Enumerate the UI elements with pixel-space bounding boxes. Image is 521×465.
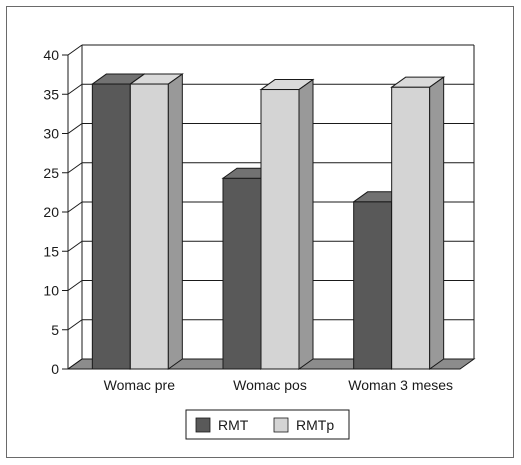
y-tick-label: 5 [51, 322, 59, 338]
y-tick-label: 35 [43, 86, 59, 102]
legend-label-rmt: RMT [218, 417, 249, 433]
bar-side-rmtp-2 [298, 78, 314, 370]
bar-side-rmtp-3 [429, 76, 445, 370]
legend-swatch-rmtp [273, 417, 289, 433]
bar-side-rmtp-1 [167, 73, 183, 370]
x-category-label: Woman 3 meses [348, 377, 453, 393]
y-tick-diagonal [67, 162, 83, 174]
bar-rmt-2 [222, 177, 262, 370]
bars [90, 73, 446, 370]
y-tick-diagonal [67, 280, 83, 291]
x-category-label: Womac pre [104, 377, 176, 393]
legend-label-rmtp: RMTp [296, 417, 334, 433]
legend-swatch-rmt [195, 417, 211, 433]
legend-box [185, 409, 350, 440]
bar-rmt-1 [91, 83, 131, 370]
y-tick-diagonal [67, 44, 83, 56]
y-axis: 0 5 10 15 20 25 30 35 40 [43, 44, 83, 377]
y-tick-label: 0 [51, 361, 59, 377]
y-tick-label: 20 [43, 204, 59, 220]
bar-rmtp-2 [260, 89, 300, 370]
y-tick-diagonal [67, 319, 83, 331]
y-tick-label: 15 [43, 243, 59, 259]
y-tick-label: 30 [43, 126, 59, 142]
y-tick-label: 40 [43, 47, 59, 63]
x-axis-labels: Womac pre Womac pos Woman 3 meses [104, 377, 453, 393]
bar-rmtp-3 [391, 86, 431, 370]
y-tick-diagonal [67, 83, 83, 95]
x-category-label: Womac pos [233, 377, 307, 393]
legend: RMT RMTp [185, 409, 350, 440]
y-tick-diagonal [67, 358, 83, 370]
y-tick-diagonal [67, 123, 83, 134]
y-tick-diagonal [67, 240, 83, 252]
bar-rmtp-1 [129, 83, 169, 370]
y-tick-diagonal [67, 201, 83, 213]
y-tick-label: 25 [43, 165, 59, 181]
bar-rmt-3 [353, 201, 393, 370]
y-tick-label: 10 [43, 283, 59, 299]
